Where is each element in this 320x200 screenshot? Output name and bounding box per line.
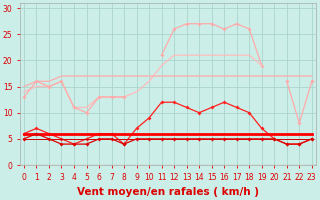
X-axis label: Vent moyen/en rafales ( km/h ): Vent moyen/en rafales ( km/h ) <box>77 187 259 197</box>
